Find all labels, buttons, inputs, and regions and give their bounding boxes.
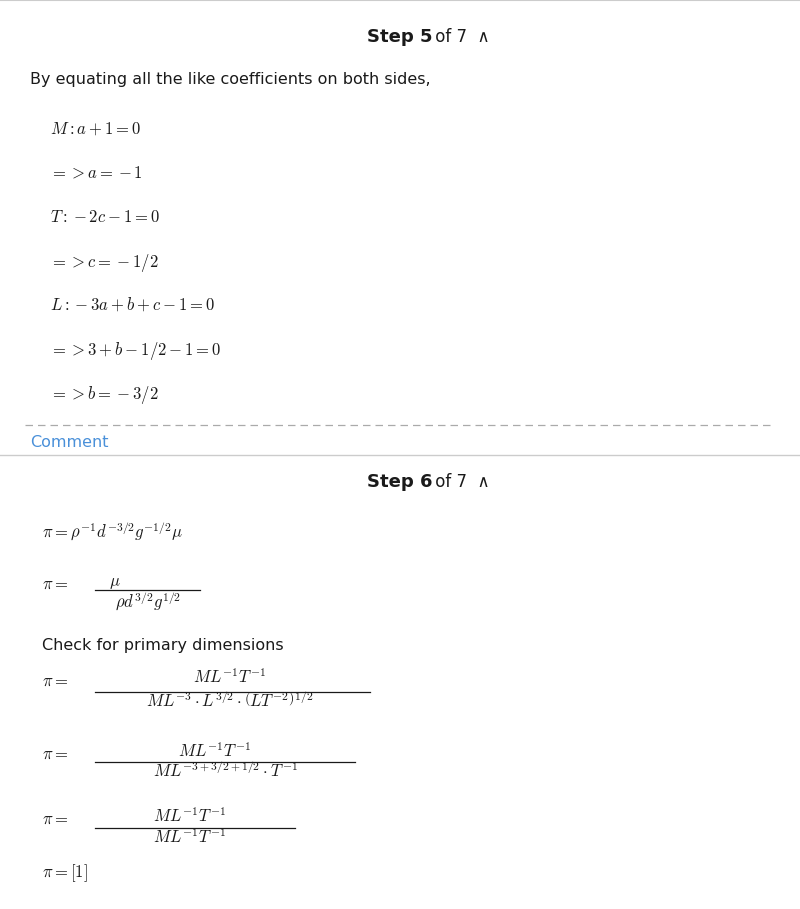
Text: Comment: Comment xyxy=(30,435,109,450)
Text: $\mu$: $\mu$ xyxy=(110,573,121,591)
Text: $\pi =$: $\pi =$ xyxy=(42,672,69,690)
Text: of 7  ∧: of 7 ∧ xyxy=(430,28,490,46)
Text: Check for primary dimensions: Check for primary dimensions xyxy=(42,638,284,653)
Text: By equating all the like coefficients on both sides,: By equating all the like coefficients on… xyxy=(30,72,430,87)
Text: $T:-2c-1=0$: $T:-2c-1=0$ xyxy=(50,208,160,226)
Text: $=>3+b-1/2-1=0$: $=>3+b-1/2-1=0$ xyxy=(50,340,222,362)
Text: Step 6: Step 6 xyxy=(367,473,433,491)
Text: $\pi =$: $\pi =$ xyxy=(42,745,69,763)
Text: $\pi = \rho^{-1}d^{-3/2}g^{-1/2}\mu$: $\pi = \rho^{-1}d^{-3/2}g^{-1/2}\mu$ xyxy=(42,520,183,542)
Text: $=>b=-3/2$: $=>b=-3/2$ xyxy=(50,384,158,406)
Text: $ML^{-1}T^{-1}$: $ML^{-1}T^{-1}$ xyxy=(154,828,226,847)
Text: $L:-3a+b+c-1=0$: $L:-3a+b+c-1=0$ xyxy=(50,296,215,314)
Text: of 7  ∧: of 7 ∧ xyxy=(430,473,490,491)
Text: $\rho d^{3/2}g^{1/2}$: $\rho d^{3/2}g^{1/2}$ xyxy=(115,590,181,612)
Text: $\pi =$: $\pi =$ xyxy=(42,810,69,828)
Text: $=>c=-1/2$: $=>c=-1/2$ xyxy=(50,252,158,274)
Text: $ML^{-3} \cdot L^{3/2} \cdot \left(LT^{-2}\right)^{1/2}$: $ML^{-3} \cdot L^{3/2} \cdot \left(LT^{-… xyxy=(146,692,314,712)
Text: $M:a+1=0$: $M:a+1=0$ xyxy=(50,120,141,138)
Text: $ML^{-1}T^{-1}$: $ML^{-1}T^{-1}$ xyxy=(178,742,251,761)
Text: $\pi =$: $\pi =$ xyxy=(42,575,69,593)
Text: $ML^{-1}T^{-1}$: $ML^{-1}T^{-1}$ xyxy=(154,807,226,825)
Text: $ML^{-3+3/2+1/2} \cdot T^{-1}$: $ML^{-3+3/2+1/2} \cdot T^{-1}$ xyxy=(153,762,298,782)
Text: $ML^{-1}T^{-1}$: $ML^{-1}T^{-1}$ xyxy=(194,668,266,687)
Text: $=>a=-1$: $=>a=-1$ xyxy=(50,164,143,182)
Text: Step 5: Step 5 xyxy=(367,28,433,46)
Text: $\pi = [1]$: $\pi = [1]$ xyxy=(42,862,88,884)
